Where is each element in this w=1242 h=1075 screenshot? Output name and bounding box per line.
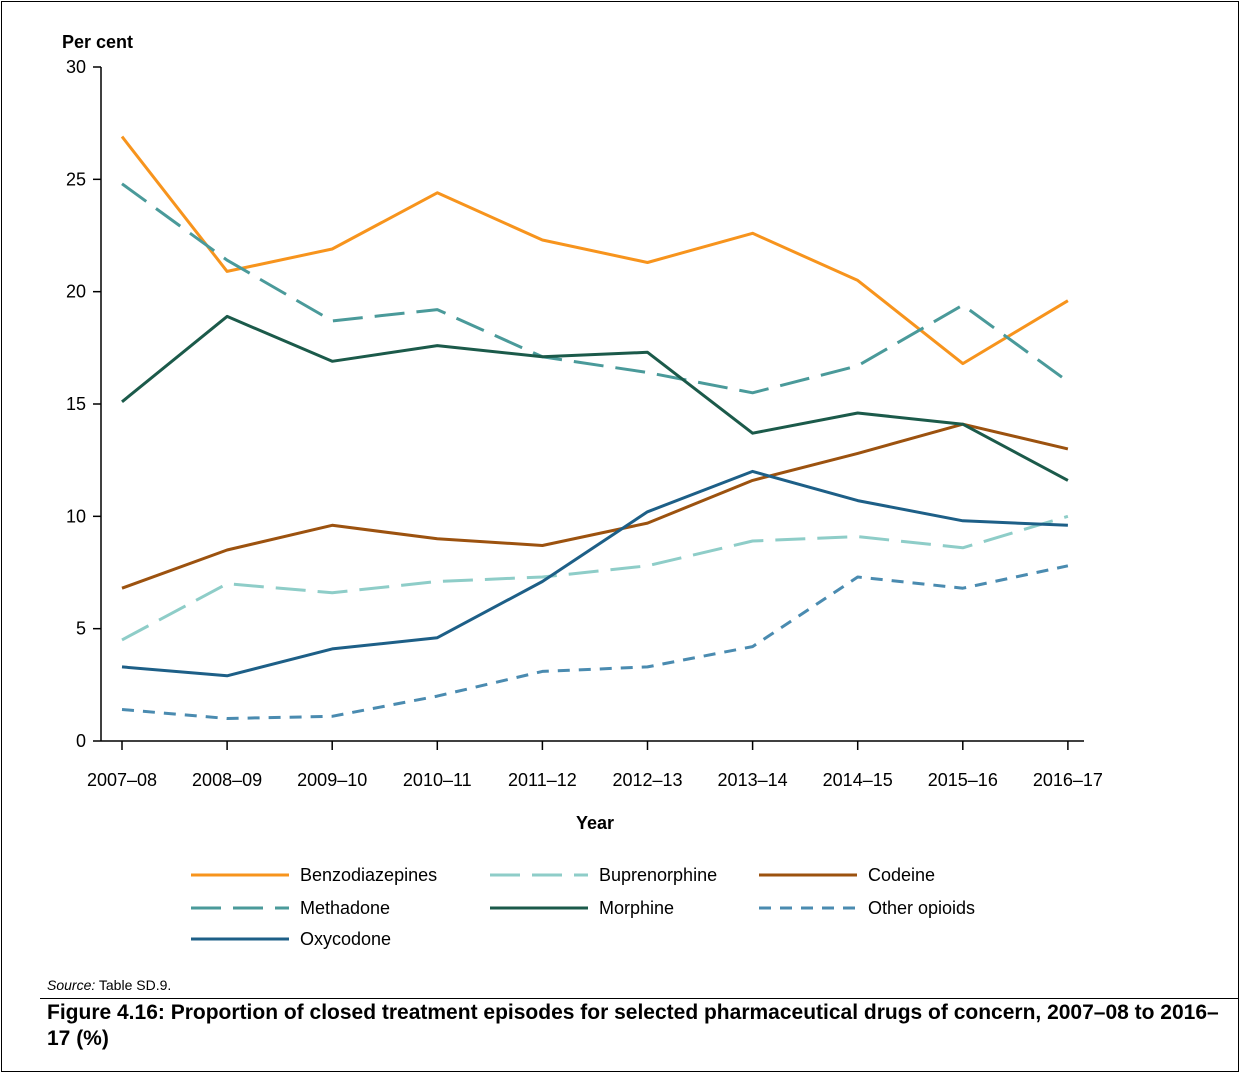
legend-label: Other opioids — [868, 898, 975, 918]
series-line-codeine — [121, 422, 1069, 590]
y-axis-label: Per cent — [62, 32, 133, 52]
legend-label: Oxycodone — [300, 929, 391, 949]
y-tick-label: 15 — [66, 394, 86, 414]
legend: Benzodiazepines Buprenorphine Codeine Metha… — [191, 865, 975, 949]
y-tick-label: 10 — [66, 506, 86, 526]
legend-item: Benzodiazepines — [191, 865, 437, 885]
x-tick-label: 2011–12 — [508, 770, 577, 790]
x-tick-label: 2007–08 — [87, 770, 157, 790]
legend-item: Oxycodone — [191, 929, 391, 949]
source-text: Table SD.9. — [98, 977, 172, 993]
y-tick-label: 20 — [66, 282, 86, 302]
legend-label: Buprenorphine — [599, 865, 717, 885]
x-tick-label: 2008–09 — [192, 770, 262, 790]
legend-item: Other opioids — [759, 898, 975, 918]
series-line-methadone — [121, 182, 1069, 395]
caption-divider — [40, 998, 1239, 999]
axes: 0 5 10 15 20 25 30 2007–08 2008–09 2009–10 2010–11… — [66, 57, 1103, 790]
legend-item: Methadone — [191, 898, 390, 918]
source-label: Source: — [47, 977, 96, 993]
figure-caption: Figure 4.16: Proportion of closed treatm… — [47, 1001, 1219, 1050]
plot-area — [120, 135, 1069, 720]
x-axis-label: Year — [576, 813, 614, 833]
legend-label: Codeine — [868, 865, 935, 885]
x-tick-label: 2013–14 — [718, 770, 788, 790]
series-line-other-opioids — [121, 564, 1069, 720]
y-tick-label: 0 — [76, 731, 86, 751]
x-tick-label: 2014–15 — [823, 770, 893, 790]
legend-label: Morphine — [599, 898, 674, 918]
series-line-buprenorphine — [121, 514, 1069, 642]
legend-item: Morphine — [490, 898, 674, 918]
x-tick-label: 2009–10 — [297, 770, 367, 790]
x-tick-label: 2010–11 — [403, 770, 472, 790]
line-chart: Per cent Year 0 5 10 15 20 25 30 2007–08 2008–09… — [62, 32, 1103, 949]
source-note: Source: Table SD.9. — [47, 977, 171, 993]
y-tick-label: 30 — [66, 57, 86, 77]
legend-label: Benzodiazepines — [300, 865, 437, 885]
legend-item: Codeine — [759, 865, 935, 885]
x-tick-label: 2015–16 — [928, 770, 998, 790]
series-line-oxycodone — [121, 469, 1068, 678]
x-tick-label: 2012–13 — [612, 770, 682, 790]
series-line-benzodiazepines — [120, 135, 1069, 366]
y-tick-label: 5 — [76, 619, 86, 639]
series-line-morphine — [121, 314, 1069, 482]
legend-item: Buprenorphine — [490, 865, 717, 885]
legend-label: Methadone — [300, 898, 390, 918]
y-tick-label: 25 — [66, 169, 86, 189]
x-tick-label: 2016–17 — [1033, 770, 1103, 790]
